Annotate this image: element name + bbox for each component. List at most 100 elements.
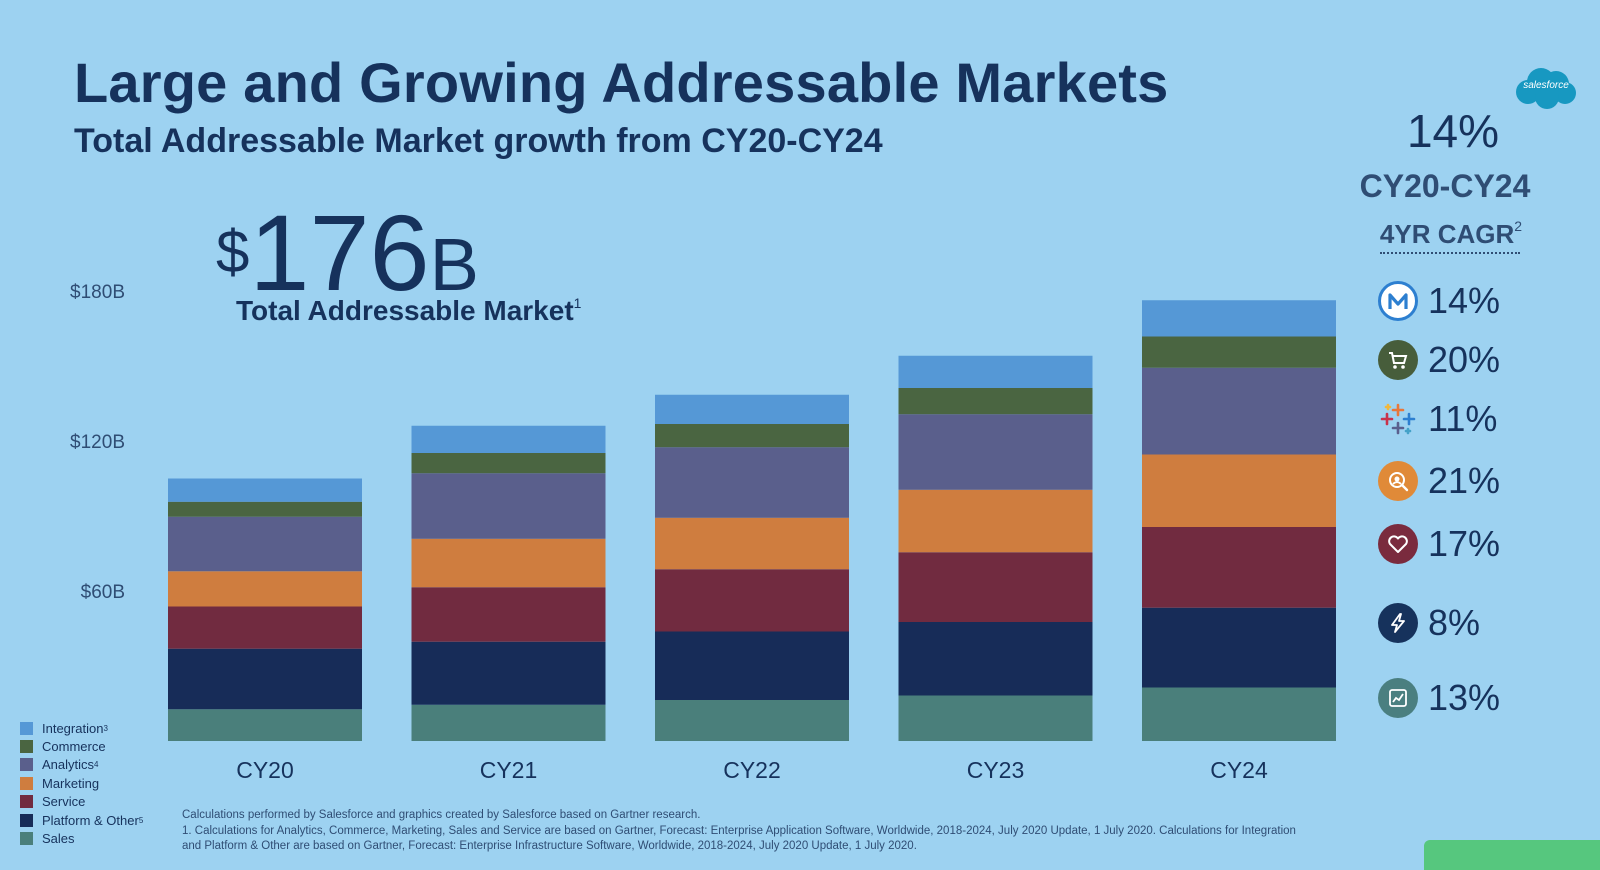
cagr-row-commerce: 20% (1378, 339, 1500, 381)
bar-segment-platform-other-cy24 (1142, 607, 1336, 688)
cagr-service-value: 17% (1428, 523, 1501, 564)
bar-segment-marketing-cy20 (168, 571, 362, 607)
cagr-row-analytics: 11% (1378, 398, 1497, 440)
bar-segment-marketing-cy22 (655, 517, 849, 570)
tam-currency: $ (216, 218, 250, 285)
x-tick-label: CY24 (1210, 757, 1268, 783)
legend-item: Commerce (20, 737, 143, 755)
bar-segment-sales-cy24 (1142, 687, 1336, 741)
cagr-commerce-value: 20% (1428, 339, 1501, 380)
bar-segment-sales-cy23 (898, 695, 1093, 741)
legend-label: Sales (42, 831, 75, 847)
footnote-line-1: Calculations performed by Salesforce and… (182, 809, 701, 821)
tam-label-text: Total Addressable Market (236, 295, 574, 326)
cagr-row-service: 17% (1378, 523, 1500, 565)
bar-segment-platform-other-cy21 (411, 641, 606, 705)
bar-segment-commerce-cy23 (898, 388, 1093, 415)
bar-segment-service-cy21 (411, 587, 606, 642)
legend-swatch (20, 832, 33, 846)
bar-segment-commerce-cy21 (411, 453, 606, 474)
bar-segment-service-cy22 (655, 569, 849, 632)
salesforce-cloud-icon (1516, 68, 1576, 109)
cagr-label: 4YR CAGR2 (1346, 218, 1556, 250)
legend-footnote: 5 (138, 815, 144, 825)
footnote-line-3: and Platform & Other are based on Gartne… (182, 840, 917, 852)
cagr-sales-value: 13% (1428, 677, 1501, 718)
sales-chart-icon (1378, 678, 1418, 718)
legend-label: Marketing (42, 775, 100, 791)
y-tick-label: $120B (70, 432, 125, 453)
salesforce-logo: salesforce (1514, 66, 1578, 110)
tam-unit: B (429, 223, 479, 306)
legend-item: Service (20, 793, 143, 811)
bar-segment-analytics-cy24 (1142, 367, 1336, 455)
cagr-row-integration: 14% (1378, 280, 1500, 322)
legend-swatch (20, 795, 33, 809)
legend-item: Marketing (20, 774, 143, 792)
legend-label: Integration (42, 720, 104, 736)
cagr-range: CY20-CY24 (1359, 168, 1531, 204)
legend-item: Integration 3 (20, 719, 143, 737)
footnotes: Calculations performed by Salesforce and… (182, 808, 1382, 855)
y-tick-label: $180B (70, 282, 125, 303)
cagr-row-platform: 8% (1378, 602, 1480, 644)
legend-label: Service (42, 794, 86, 810)
integration-icon (1378, 281, 1418, 321)
logo-text: salesforce (1523, 80, 1569, 91)
cagr-marketing-value: 21% (1428, 460, 1501, 501)
cagr-analytics-value: 11% (1428, 398, 1498, 439)
legend-item: Sales (20, 829, 143, 847)
analytics-sparkle-icon (1378, 399, 1418, 439)
bar-segment-commerce-cy22 (655, 424, 849, 448)
cagr-row-marketing: 21% (1378, 460, 1500, 502)
bar-segment-platform-other-cy23 (898, 622, 1093, 696)
bar-segment-integration-cy24 (1142, 300, 1336, 337)
bar-segment-sales-cy20 (168, 709, 362, 741)
bar-segment-sales-cy22 (655, 700, 849, 741)
service-heart-icon (1378, 524, 1418, 564)
footnote-line-2: 1. Calculations for Analytics, Commerce,… (182, 824, 1296, 837)
bar-segment-marketing-cy23 (898, 489, 1093, 553)
bar-segment-service-cy20 (168, 606, 362, 649)
tam-label: Total Addressable Market1 (236, 295, 581, 327)
stacked-bar-chart: $60B $120B $180B CY20 CY21 CY22 CY23 CY24 (70, 282, 1336, 783)
tam-headline-value: $176B (216, 190, 479, 315)
cagr-integration-value: 14% (1428, 280, 1501, 321)
legend-swatch (20, 776, 33, 790)
x-tick-label: CY21 (480, 757, 538, 783)
bar-segment-commerce-cy24 (1142, 336, 1336, 368)
page-subtitle: Total Addressable Market growth from CY2… (74, 122, 883, 160)
cagr-platform-value: 8% (1428, 602, 1481, 643)
tam-label-footnote: 1 (573, 295, 582, 311)
cagr-label-text: 4YR CAGR (1379, 219, 1515, 249)
marketing-icon (1378, 461, 1418, 501)
legend-label: Platform & Other (42, 812, 139, 828)
chart-legend: Integration 3 Commerce Analytics 4 Marketing S… (20, 719, 143, 848)
bar-segment-integration-cy22 (655, 394, 849, 424)
legend-item: Platform & Other 5 (20, 811, 143, 829)
commerce-cart-icon (1378, 340, 1418, 380)
bar-segment-analytics-cy23 (898, 414, 1093, 490)
bar-segment-marketing-cy24 (1142, 454, 1336, 527)
x-tick-label: CY23 (967, 757, 1025, 783)
bar-segment-integration-cy20 (168, 478, 362, 502)
legend-label: Analytics (42, 757, 95, 773)
bar-segment-platform-other-cy20 (168, 648, 362, 710)
legend-swatch (20, 721, 33, 735)
bar-segment-service-cy23 (898, 552, 1093, 622)
legend-swatch (20, 813, 33, 827)
bar-segment-marketing-cy21 (411, 538, 606, 588)
bar-segment-analytics-cy22 (655, 447, 849, 518)
bar-segment-analytics-cy21 (411, 473, 606, 539)
feedback-tab[interactable] (1424, 840, 1600, 870)
bar-segment-integration-cy23 (898, 355, 1093, 388)
x-tick-label: CY20 (236, 757, 294, 783)
legend-footnote: 4 (94, 760, 99, 770)
bar-segment-sales-cy21 (411, 704, 606, 741)
legend-footnote: 3 (103, 723, 108, 733)
legend-item: Analytics 4 (20, 756, 143, 774)
bar-segment-integration-cy21 (411, 425, 606, 453)
bar-segment-service-cy24 (1142, 527, 1336, 608)
page-title: Large and Growing Addressable Markets (74, 51, 1169, 114)
cagr-row-sales: 13% (1378, 677, 1500, 719)
